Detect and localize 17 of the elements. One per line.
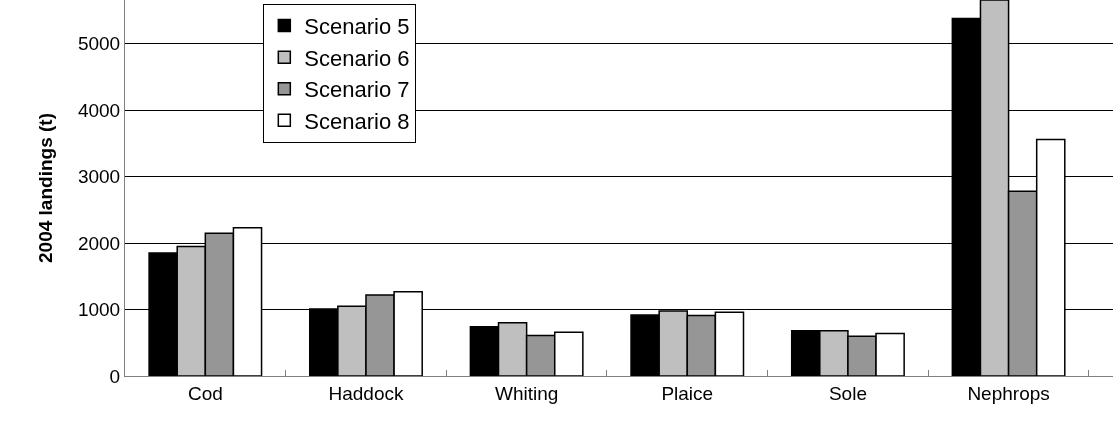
y-axis-title: 2004 landings (t) [34, 113, 56, 263]
x-tick-label: Sole [828, 382, 867, 404]
x-tick-label: Whiting [494, 382, 559, 404]
y-tick-label: 1000 [77, 299, 121, 321]
y-tick-label: 4000 [77, 99, 121, 121]
y-tick-label: 3000 [77, 166, 121, 188]
legend-label: Scenario 5 [304, 14, 410, 40]
x-tick-label: Nephrops [967, 382, 1050, 404]
y-tick-label: 2000 [77, 232, 121, 254]
x-tick-label: Haddock [328, 382, 404, 404]
y-tick-label: 5000 [77, 33, 121, 55]
legend-label: Scenario 8 [304, 108, 410, 134]
legend-label: Scenario 6 [304, 45, 410, 71]
x-tick-label: Plaice [661, 382, 714, 404]
legend-label: Scenario 7 [304, 77, 410, 103]
x-tick-label: Cod [187, 382, 223, 404]
y-tick-label: 0 [109, 365, 121, 387]
